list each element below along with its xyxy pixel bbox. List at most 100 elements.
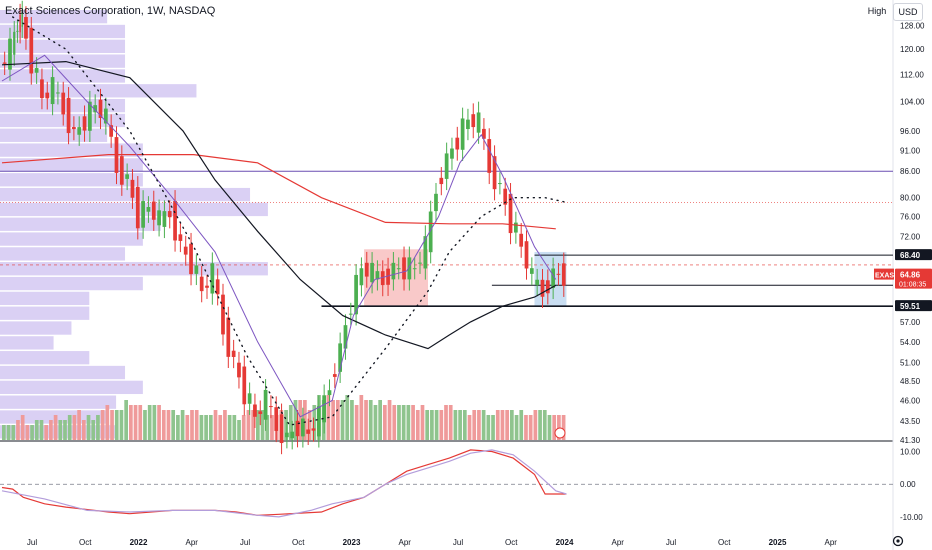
candle-body — [237, 362, 241, 378]
candle-body — [151, 201, 156, 220]
time-tick-label: 2025 — [769, 538, 787, 547]
candle-body — [386, 268, 390, 285]
volume-bar — [524, 415, 528, 440]
volume-bar — [39, 420, 44, 440]
volume-bar — [350, 400, 354, 440]
candle-body — [370, 262, 374, 283]
volume-bar — [519, 410, 524, 440]
volume-bar — [256, 410, 260, 440]
candle-body — [428, 211, 433, 253]
volume-profile-bar — [0, 113, 126, 128]
moving-average-mid — [1, 60, 557, 350]
support-price-badge — [895, 300, 932, 312]
time-tick-label: Jul — [453, 538, 463, 547]
volume-bar — [147, 405, 152, 440]
candle-body — [529, 268, 534, 274]
resistance-price-label: 68.40 — [900, 251, 921, 260]
candle-body — [391, 262, 396, 280]
volume-bar — [232, 415, 237, 440]
candle-body — [167, 211, 172, 218]
volume-bar — [528, 415, 533, 440]
candle-body — [482, 128, 486, 139]
volume-bar — [383, 405, 387, 440]
currency-button[interactable]: USD — [893, 3, 923, 21]
volume-profile-bar — [0, 247, 126, 261]
candle-body — [492, 156, 497, 190]
candle-body — [338, 343, 343, 372]
volume-bar — [495, 410, 500, 440]
candle-body — [423, 236, 428, 269]
volume-bar — [67, 415, 72, 440]
volume-bar — [270, 415, 274, 440]
candle-body — [157, 210, 161, 226]
candle-body — [98, 99, 103, 118]
candle-body — [300, 418, 305, 437]
candle-body — [290, 431, 295, 439]
volume-bar — [448, 405, 453, 440]
volume-bar — [260, 410, 265, 440]
resistance-price-badge — [895, 249, 932, 261]
volume-bar — [6, 425, 11, 440]
candle-body — [418, 262, 422, 264]
volume-bar — [133, 405, 138, 440]
candle-body — [247, 393, 252, 404]
volume-bar — [34, 420, 39, 440]
volume-bar — [401, 405, 406, 440]
time-tick-label: Apr — [612, 538, 625, 547]
volume-bar — [199, 415, 204, 440]
candle-body — [269, 406, 273, 408]
volume-bar — [44, 425, 49, 440]
candle-body — [135, 186, 140, 229]
candle-body — [56, 92, 60, 94]
candle-body — [524, 241, 529, 269]
candle-body — [402, 257, 406, 280]
candle-body — [508, 193, 513, 234]
volume-bar — [481, 410, 486, 440]
candle-body — [173, 200, 177, 241]
candle-body — [396, 268, 401, 270]
candle-body — [258, 411, 263, 414]
candle-body — [66, 97, 71, 134]
candle-body — [263, 389, 268, 420]
candle-body — [253, 404, 257, 417]
support-price-label: 59.51 — [900, 302, 921, 311]
price-tick-label: 51.00 — [900, 359, 921, 368]
volume-bar — [166, 410, 171, 440]
candle-body — [109, 125, 114, 137]
volume-bar — [415, 410, 420, 440]
price-tick-label: 128.00 — [900, 22, 925, 31]
volume-profile-bar — [0, 380, 143, 395]
time-axis: Jul Oct 2022 Apr Jul Oct 2023 Apr Jul Oct 2024 Apr J… — [27, 538, 837, 547]
candle-body — [460, 118, 465, 150]
price-tick-label: 104.00 — [900, 98, 925, 107]
volume-bar — [180, 410, 185, 440]
time-tick-label: 2024 — [556, 538, 574, 547]
volume-bar — [293, 400, 298, 440]
alert-icon — [554, 427, 566, 439]
chart-title: Exact Sciences Corporation, 1W, NASDAQ — [5, 5, 216, 17]
candle-body — [476, 112, 481, 133]
volume-bar — [364, 400, 368, 440]
volume-bar — [227, 415, 232, 440]
volume-bar — [331, 400, 335, 440]
oscillator-tick-label: 0.00 — [900, 480, 916, 489]
candle-body — [210, 263, 215, 294]
candle-body — [471, 114, 476, 128]
candle-body — [327, 390, 332, 396]
time-tick-label: Oct — [292, 538, 305, 547]
candle-body — [332, 374, 337, 377]
volume-profile-bar — [0, 158, 143, 172]
candle-body — [274, 407, 279, 431]
volume-bar — [298, 400, 303, 440]
price-scale-mode-button[interactable]: High — [867, 6, 887, 16]
volume-profile-bar — [0, 410, 108, 424]
volume-profile-bar — [0, 187, 251, 202]
price-tick-label: 112.00 — [900, 70, 924, 79]
volume-bar — [552, 415, 557, 440]
volume-bar — [453, 410, 458, 440]
volume-profile-bar — [0, 321, 72, 335]
candle-body — [285, 432, 289, 438]
gear-icon[interactable] — [891, 534, 905, 548]
moving-average-short — [1, 54, 557, 418]
